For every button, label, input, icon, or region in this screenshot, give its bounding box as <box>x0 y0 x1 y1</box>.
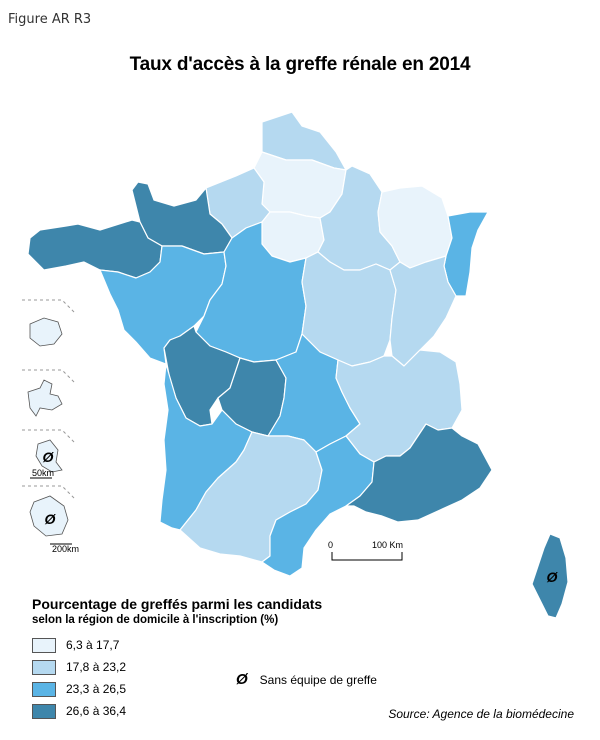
no-team-symbol-martinique: Ø <box>43 449 55 465</box>
no-team-symbol-guyane: Ø <box>45 511 57 527</box>
overseas-insets: 50km 200km <box>22 299 79 554</box>
legend-swatch <box>32 703 56 719</box>
region-guadeloupe <box>27 379 63 417</box>
legend-item: 6,3 à 17,7 <box>32 636 119 654</box>
legend-item: 26,6 à 36,4 <box>32 702 126 720</box>
inset-frame <box>22 485 77 501</box>
scale-bar: 0 100 Km <box>328 540 403 561</box>
region-guyane <box>29 495 69 537</box>
source-note: Source: Agence de la biomédecine <box>388 707 574 721</box>
region-corse <box>531 533 569 619</box>
no-team-legend: Ø Sans équipe de greffe <box>236 671 377 688</box>
region-martinique <box>35 439 63 473</box>
scale-bar-start: 0 <box>328 540 333 550</box>
no-team-legend-symbol: Ø <box>236 671 248 688</box>
region-alsace <box>443 211 489 297</box>
inset-scale-label: 200km <box>52 544 79 554</box>
legend-label: 23,3 à 26,5 <box>66 682 127 696</box>
legend-label: 26,6 à 36,4 <box>66 704 127 718</box>
map-title: Taux d'accès à la greffe rénale en 2014 <box>129 54 471 75</box>
region-franche-comte <box>389 255 457 367</box>
region-paca <box>345 423 493 523</box>
legend-swatch <box>32 637 56 653</box>
legend-item: 23,3 à 26,5 <box>32 680 126 698</box>
legend-label: 6,3 à 17,7 <box>66 638 120 652</box>
legend-subtitle: selon la région de domicile à l'inscript… <box>32 614 279 626</box>
legend-label: 17,8 à 23,2 <box>66 660 127 674</box>
region-bretagne <box>27 219 163 279</box>
inset-scale-label: 50km <box>32 468 54 478</box>
region-languedoc-roussillon <box>261 435 375 577</box>
inset-frame <box>22 369 77 385</box>
figure-label: Figure AR R3 <box>8 12 92 27</box>
legend-swatch <box>32 659 56 675</box>
legend-swatch <box>32 681 56 697</box>
inset-frame <box>22 299 77 315</box>
legend-item: 17,8 à 23,2 <box>32 658 126 676</box>
no-team-symbol-corse: Ø <box>547 569 559 585</box>
legend-title: Pourcentage de greffés parmi les candida… <box>32 596 323 612</box>
inset-frame <box>22 429 77 445</box>
scale-bar-end: 100 Km <box>372 540 403 550</box>
region-reunion <box>29 317 63 347</box>
no-team-legend-label: Sans équipe de greffe <box>259 672 377 687</box>
